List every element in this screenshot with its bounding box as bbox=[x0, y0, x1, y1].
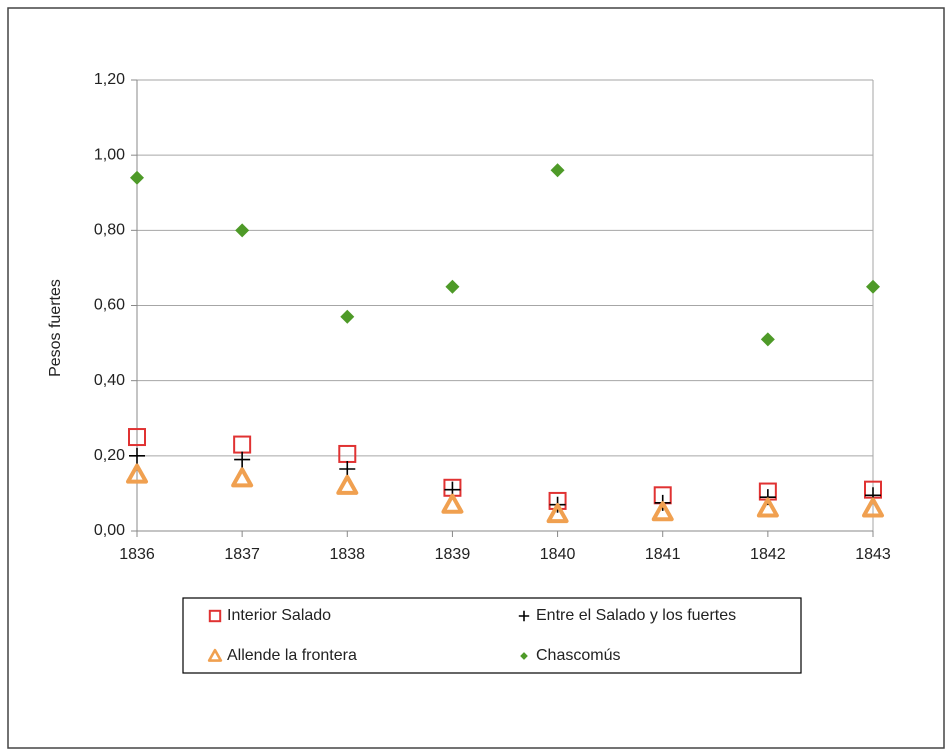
marker-diamond bbox=[445, 279, 460, 294]
marker-triangle bbox=[126, 463, 148, 484]
marker-diamond bbox=[340, 309, 355, 324]
x-tick-label: 1836 bbox=[119, 546, 155, 563]
y-tick-label: 0,20 bbox=[94, 447, 125, 464]
legend-label: Chascomús bbox=[536, 647, 620, 664]
marker-diamond bbox=[866, 279, 880, 294]
y-tick-label: 0,00 bbox=[94, 522, 125, 539]
marker-diamond bbox=[550, 163, 565, 178]
marker-square bbox=[128, 428, 146, 447]
marker-plus bbox=[339, 460, 356, 477]
y-tick-label: 1,00 bbox=[94, 146, 125, 163]
marker-diamond bbox=[235, 223, 250, 238]
marker-triangle bbox=[207, 648, 223, 662]
x-tick-label: 1838 bbox=[329, 546, 365, 563]
y-tick-label: 1,20 bbox=[94, 71, 125, 88]
marker-square bbox=[208, 609, 222, 623]
legend-label: Interior Salado bbox=[227, 607, 331, 624]
marker-plus bbox=[234, 451, 251, 468]
marker-diamond bbox=[130, 170, 144, 185]
x-tick-label: 1843 bbox=[855, 546, 891, 563]
x-tick-label: 1841 bbox=[645, 546, 681, 563]
x-tick-label: 1840 bbox=[540, 546, 576, 563]
legend-label: Entre el Salado y los fuertes bbox=[536, 607, 736, 624]
marker-triangle bbox=[756, 497, 779, 518]
marker-plus bbox=[129, 447, 145, 464]
marker-diamond bbox=[760, 332, 775, 347]
x-tick-label: 1837 bbox=[224, 546, 260, 563]
marker-triangle bbox=[441, 493, 464, 514]
marker-diamond bbox=[520, 652, 528, 660]
y-tick-label: 0,80 bbox=[94, 222, 125, 239]
marker-triangle bbox=[546, 503, 569, 524]
legend-box bbox=[182, 597, 802, 674]
marker-triangle bbox=[336, 474, 359, 495]
x-tick-label: 1842 bbox=[750, 546, 786, 563]
y-tick-label: 0,40 bbox=[94, 372, 125, 389]
y-axis-label: Pesos fuertes bbox=[47, 279, 64, 377]
marker-triangle bbox=[862, 497, 884, 518]
y-tick-label: 0,60 bbox=[94, 297, 125, 314]
marker-plus bbox=[518, 610, 530, 622]
marker-triangle bbox=[651, 501, 674, 522]
marker-triangle bbox=[231, 467, 254, 488]
legend-label: Allende la frontera bbox=[227, 647, 357, 664]
x-tick-label: 1839 bbox=[435, 546, 471, 563]
